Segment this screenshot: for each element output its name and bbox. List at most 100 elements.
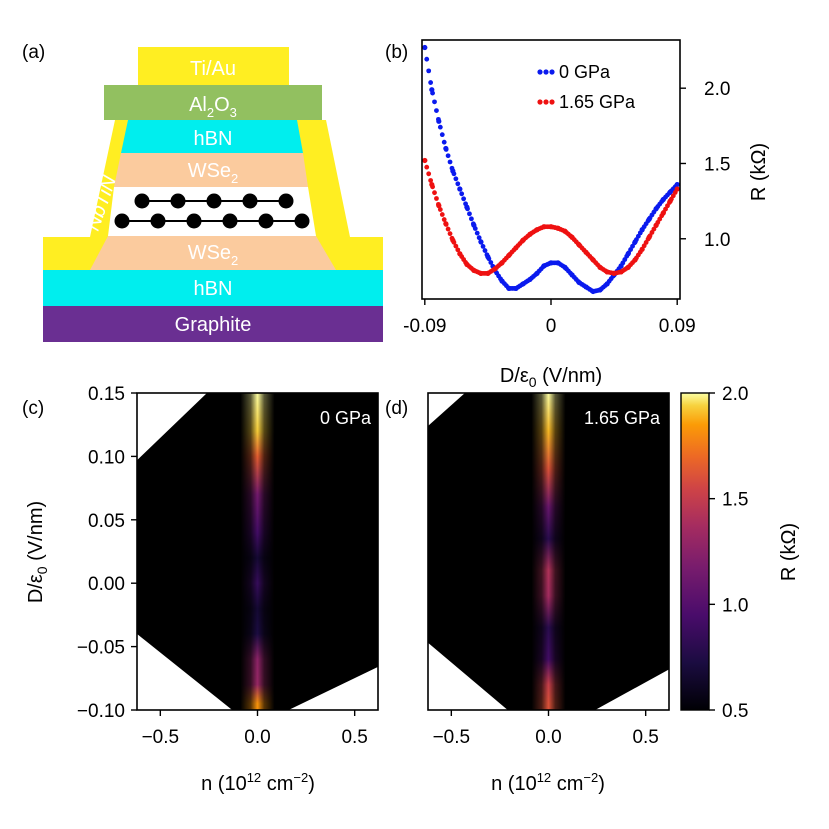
hbn-top-layer [121, 120, 303, 153]
data-point-interp [426, 171, 432, 177]
al2o3-layer [104, 85, 322, 120]
data-point-interp [472, 226, 478, 231]
data-point-interp [474, 230, 480, 236]
wse2-bottom-layer [90, 236, 336, 270]
panel-b: (b) -0.09 0 0.09 1.0 1.5 2.0 D/ε0 (V/nm) R (… [385, 39, 770, 390]
data-point-interp [455, 247, 461, 253]
data-point-interp [432, 190, 437, 196]
legend-dot [549, 99, 555, 105]
x-tick-label: 0.5 [341, 727, 367, 748]
legend-dot [537, 99, 543, 105]
atom [170, 193, 186, 209]
data-point-interp [455, 181, 461, 187]
data-point-interp [470, 221, 476, 227]
wse2-bottom-label: WSe2 [188, 242, 239, 268]
legend-marker-0gpa [537, 69, 555, 75]
panel-a-label: (a) [22, 42, 45, 63]
panel-a: (a) NbTiN Ti/Au Al2O3 hBN WSe2 WSe2 hBN … [22, 42, 383, 342]
panel-d-x-ticks: −0.5 0.0 0.5 [433, 710, 659, 748]
series-165-GPa [422, 157, 680, 277]
legend-marker-165gpa [537, 99, 555, 105]
y-tick-label: −0.05 [77, 638, 125, 659]
data-point-interp [486, 256, 492, 262]
data-point-interp [437, 124, 443, 130]
panel-c-ridge [240, 393, 275, 710]
data-point-interp [463, 201, 468, 207]
data-point-interp [430, 90, 435, 96]
colorbar-tick-label: 2.0 [722, 384, 748, 405]
panel-b-legend: 0 GPa 1.65 GPa [537, 62, 636, 112]
atom [134, 193, 150, 209]
data-point-interp [467, 211, 472, 217]
data-point-interp [482, 248, 488, 253]
data-point-interp [441, 139, 447, 145]
atom [114, 213, 130, 229]
legend-dot [549, 69, 555, 75]
data-point-interp [484, 252, 490, 258]
panel-b-x-ticks: -0.09 0 0.09 [403, 299, 696, 337]
data-point-interp [424, 164, 430, 170]
atom [294, 213, 310, 229]
data-point-interp [447, 231, 453, 237]
x-tick-label: −0.5 [142, 727, 180, 748]
y-tick-label: 1.0 [704, 230, 730, 251]
data-point-interp [459, 191, 465, 197]
atom [206, 193, 222, 209]
panel-b-label: (b) [385, 42, 408, 63]
hbn-bottom-layer [43, 270, 383, 306]
y-tick-label: 1.5 [704, 154, 730, 175]
data-point-interp [435, 116, 441, 122]
data-point-interp [674, 186, 680, 192]
legend-label-165gpa: 1.65 GPa [559, 92, 636, 112]
data-point-interp [439, 212, 445, 217]
panel-d-label: (d) [385, 398, 408, 419]
data-point-interp [447, 159, 453, 165]
data-point-interp [439, 132, 445, 138]
data-point-interp [441, 217, 447, 222]
panel-b-xlabel: D/ε0 (V/nm) [500, 365, 602, 390]
wse2-top-layer [114, 153, 308, 187]
colorbar: 0.5 1.0 1.5 2.0 R (kΩ) [680, 384, 800, 722]
x-tick-label: 0.0 [535, 727, 561, 748]
atom [242, 193, 258, 209]
colorbar-label: R (kΩ) [778, 523, 800, 581]
x-tick-label: 0.09 [659, 316, 696, 337]
data-point-interp [451, 171, 457, 177]
panel-b-frame [421, 39, 681, 300]
data-point-interp [424, 56, 430, 62]
panel-c-ylabel: D/ε0 (V/nm) [25, 501, 50, 603]
panel-d-xlabel: n (1012 cm−2) [491, 770, 605, 795]
panel-b-data [422, 44, 680, 295]
colorbar-ticks: 0.5 1.0 1.5 2.0 [709, 384, 748, 722]
x-tick-label: 0.5 [632, 727, 658, 748]
x-tick-label: 0.0 [244, 727, 270, 748]
x-tick-label: -0.09 [403, 316, 446, 337]
panel-c-label: (c) [22, 398, 44, 419]
panel-c-annotation: 0 GPa [320, 408, 372, 428]
data-point-interp [443, 147, 449, 152]
data-point-interp [432, 99, 437, 105]
data-point-interp [674, 182, 680, 187]
al2o3-label: Al2O3 [189, 94, 237, 120]
atom [278, 193, 294, 209]
data-point-interp [453, 243, 459, 249]
bilayer-atoms [114, 193, 310, 229]
data-point-interp [443, 222, 449, 227]
y-tick-label: 0.15 [88, 384, 125, 405]
panel-d-ridge [531, 393, 566, 710]
panel-c: (c) 0 GPa −0.5 0.0 0.5 −0.10 −0.05 0.00 0.05 0… [22, 384, 379, 795]
ti-au-label: Ti/Au [190, 58, 236, 80]
y-tick-label: 0.05 [88, 511, 125, 532]
legend-label-0gpa: 0 GPa [559, 62, 611, 82]
data-point-interp [480, 244, 486, 249]
data-point-interp [445, 153, 451, 159]
data-point-interp [465, 206, 470, 212]
data-point-interp [430, 184, 435, 190]
panel-b-y-ticks: 1.0 1.5 2.0 [680, 79, 730, 251]
atom [222, 213, 238, 229]
y-tick-label: −0.10 [77, 701, 125, 722]
hbn-top-label: hBN [194, 128, 233, 150]
data-point-interp [457, 186, 463, 192]
data-point-interp [451, 239, 457, 245]
